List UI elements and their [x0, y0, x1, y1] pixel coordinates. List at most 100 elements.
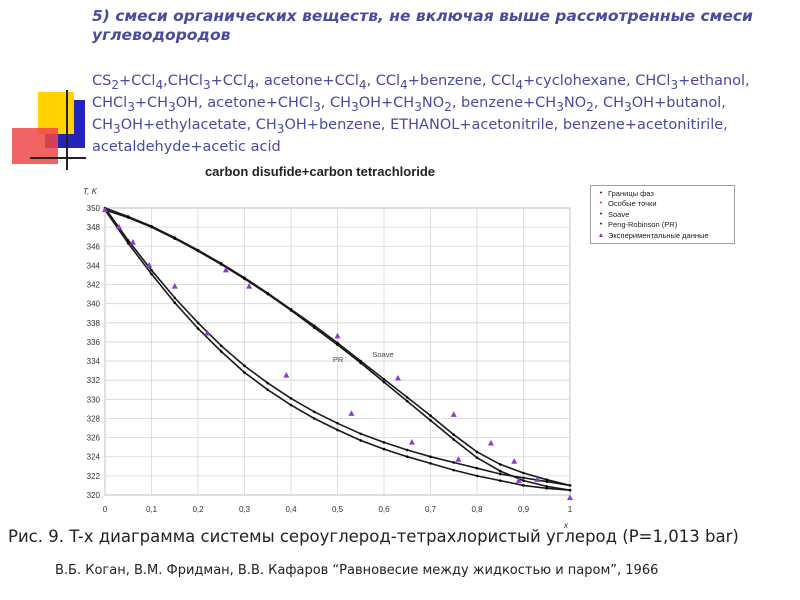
curve-point	[475, 450, 479, 454]
curve-point	[243, 276, 246, 280]
curve-point	[475, 474, 479, 478]
curve-point	[359, 432, 363, 436]
curve-point	[498, 479, 502, 482]
y-tick-label: 330	[87, 395, 101, 404]
curve-point	[429, 462, 432, 465]
experimental-point	[129, 239, 136, 245]
curve-point	[336, 341, 339, 345]
curve-point	[126, 239, 130, 242]
legend-item-soave: • Soave	[599, 209, 630, 219]
experimental-point	[115, 223, 122, 230]
y-tick-label: 348	[87, 223, 101, 232]
slide-heading: 5) смеси органических веществ, не включа…	[92, 7, 753, 44]
experimental-point	[246, 283, 253, 289]
curve-point	[545, 478, 549, 481]
curve-point	[173, 301, 177, 305]
experimental-point	[283, 372, 290, 378]
y-tick-label: 344	[87, 261, 101, 270]
mixtures-list: CS2+CCl4,CHCl3+CCl4, acetone+CCl4, CCl4+…	[92, 73, 750, 155]
curve-point	[405, 455, 409, 459]
legend-item-pr: • Peng-Robinson (PR)	[599, 220, 678, 230]
experimental-point	[102, 206, 108, 213]
experimental-point	[455, 456, 462, 462]
curve-point	[429, 414, 432, 417]
experimental-point	[534, 476, 541, 482]
experimental-point	[487, 439, 494, 446]
curve-point	[219, 344, 223, 348]
experimental-point	[450, 411, 457, 417]
y-axis-label: T, K	[83, 187, 98, 196]
curve-point	[522, 484, 525, 487]
decor-horizontal-line	[30, 157, 86, 159]
x-tick-label: 0,6	[378, 505, 390, 514]
experimental-point	[334, 332, 341, 339]
experimental-point	[204, 329, 211, 336]
curve-point	[289, 403, 293, 407]
x-tick-label: 0,8	[471, 505, 483, 514]
decor-yellow-block	[38, 92, 74, 134]
curve-point	[219, 350, 223, 353]
curve-point	[336, 428, 339, 432]
curve-point	[429, 419, 432, 422]
curve-point	[475, 466, 479, 470]
x-tick-label: 0	[103, 505, 108, 514]
curve-point	[196, 327, 200, 330]
curve-point	[289, 308, 293, 311]
x-tick-label: 0,2	[192, 505, 204, 514]
curve-point	[312, 417, 316, 420]
curve-point	[359, 439, 363, 442]
y-tick-label: 322	[87, 472, 101, 481]
curve-point	[266, 388, 270, 392]
x-tick-label: 0,9	[518, 505, 530, 514]
curve-point	[545, 485, 549, 488]
decor-vertical-line	[66, 90, 68, 170]
experimental-point	[348, 410, 355, 416]
curve-point	[150, 272, 153, 276]
curve-point	[405, 448, 409, 452]
y-tick-label: 350	[87, 204, 101, 213]
curve-point	[522, 471, 525, 475]
curve-point	[498, 472, 502, 476]
y-tick-label: 340	[87, 300, 101, 309]
y-tick-label: 328	[87, 414, 101, 423]
experimental-point	[394, 374, 401, 381]
legend-item-special-points: • Особые точки	[599, 199, 657, 209]
legend-item-experimental: ▲ Экспериментальные данные	[597, 230, 709, 240]
experimental-point	[511, 458, 518, 464]
curve-point	[266, 381, 270, 385]
curve-point	[243, 371, 246, 374]
y-tick-label: 326	[87, 434, 101, 443]
curve-point	[429, 455, 432, 459]
x-tick-label: 0,4	[285, 505, 297, 514]
experimental-point	[146, 262, 153, 268]
curve-point	[336, 421, 339, 425]
y-tick-label: 338	[87, 319, 101, 328]
y-tick-label: 320	[87, 491, 101, 500]
curve-point	[196, 321, 200, 325]
x-tick-label: 0,7	[425, 505, 437, 514]
curve-point	[382, 377, 386, 381]
x-tick-label: 0,1	[146, 505, 158, 514]
chart-title: carbon disufide+carbon tetrachloride	[204, 164, 436, 179]
curve-label-pr: PR	[333, 355, 344, 364]
curve-point	[382, 447, 386, 451]
curve-point	[452, 461, 456, 464]
x-axis-label: x	[563, 521, 569, 530]
curve-point	[545, 487, 549, 490]
curve-label-soave: Soave	[372, 350, 393, 359]
curve-point	[498, 469, 502, 473]
y-tick-label: 332	[87, 376, 101, 385]
y-tick-label: 324	[87, 453, 101, 462]
curve-point	[382, 441, 386, 444]
experimental-point	[515, 477, 522, 483]
x-tick-label: 0,5	[332, 505, 344, 514]
experimental-point	[567, 494, 573, 501]
curve-point	[405, 399, 409, 403]
x-tick-label: 0,3	[239, 505, 251, 514]
curve-point	[568, 488, 572, 492]
curve-point	[173, 296, 177, 300]
experimental-point	[408, 438, 415, 445]
curve-point	[498, 463, 502, 466]
curve-point	[452, 438, 456, 441]
